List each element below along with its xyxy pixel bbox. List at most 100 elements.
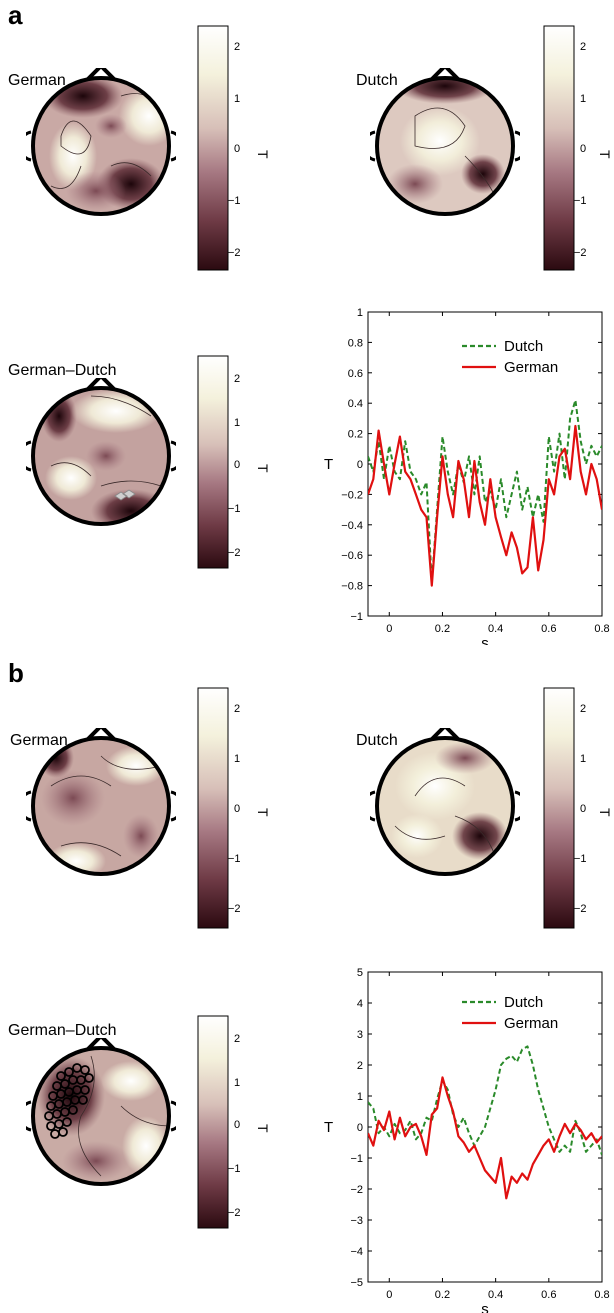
cbar-tick: 2 bbox=[580, 41, 586, 53]
colorbar-a-diff: 2 1 0 −1 −2 T bbox=[197, 355, 271, 569]
y-axis-label: T bbox=[324, 1119, 333, 1136]
nose-icon bbox=[429, 728, 461, 742]
y-tick-label: 0 bbox=[357, 459, 363, 471]
colorbar-b-dutch: 2 1 0 −1 −2 T bbox=[543, 687, 613, 929]
x-tick-label: 0.6 bbox=[541, 623, 556, 635]
x-tick-label: 0 bbox=[386, 1289, 392, 1301]
cbar-tick: −2 bbox=[574, 903, 587, 915]
ear-right-icon bbox=[514, 790, 520, 822]
topo-a-diff-title: German–Dutch bbox=[8, 362, 117, 379]
topo-a-dutch bbox=[370, 68, 520, 216]
topo-a-german-title: German bbox=[8, 72, 66, 89]
y-tick-label: −0.4 bbox=[341, 520, 363, 532]
colorbar-a-dutch: 2 1 0 −1 −2 T bbox=[543, 25, 613, 271]
y-tick-label: −2 bbox=[350, 1184, 363, 1196]
cbar-tick: −1 bbox=[228, 1163, 241, 1175]
cbar-tick: −1 bbox=[574, 195, 587, 207]
x-tick-label: 0.4 bbox=[488, 1289, 503, 1301]
topo-b-german bbox=[26, 728, 176, 876]
cbar-label: T bbox=[255, 1124, 271, 1133]
y-tick-label: 1 bbox=[357, 307, 363, 319]
x-tick-label: 0.2 bbox=[435, 1289, 450, 1301]
y-tick-label: 2 bbox=[357, 1060, 363, 1072]
topo-b-german-title: German bbox=[10, 732, 68, 749]
cbar-tick: 1 bbox=[234, 753, 240, 765]
x-tick-label: 0.8 bbox=[594, 623, 609, 635]
topo-b-dutch bbox=[370, 728, 520, 876]
panel-b-label: b bbox=[8, 658, 24, 688]
cbar-label: T bbox=[255, 808, 271, 817]
cbar-label: T bbox=[255, 150, 271, 159]
cbar-tick: 2 bbox=[234, 703, 240, 715]
cbar-label: T bbox=[255, 464, 271, 473]
y-tick-label: 1 bbox=[357, 1091, 363, 1103]
y-tick-label: −4 bbox=[350, 1246, 363, 1258]
legend-label: Dutch bbox=[504, 994, 543, 1011]
colorbar-b-diff: 2 1 0 −1 −2 T bbox=[197, 1015, 271, 1229]
cbar-tick: 1 bbox=[580, 93, 586, 105]
series-line-dutch bbox=[368, 1045, 602, 1156]
ear-right-icon bbox=[514, 130, 520, 162]
cbar-tick: −1 bbox=[228, 195, 241, 207]
cbar-tick: −2 bbox=[228, 1207, 241, 1219]
cbar-tick: 1 bbox=[234, 1077, 240, 1089]
ear-right-icon bbox=[170, 130, 176, 162]
colorbar-a-german: 2 1 0 −1 −2 T bbox=[197, 25, 271, 271]
topo-a-german bbox=[26, 68, 176, 216]
cbar-tick: 2 bbox=[234, 373, 240, 385]
nose-icon bbox=[85, 1038, 117, 1052]
electrode-cluster-icon bbox=[44, 1063, 94, 1139]
cbar-tick: −2 bbox=[574, 247, 587, 259]
y-tick-label: −0.6 bbox=[341, 550, 363, 562]
ear-left-icon bbox=[370, 790, 376, 822]
cbar-tick: −2 bbox=[228, 903, 241, 915]
y-tick-label: −5 bbox=[350, 1277, 363, 1289]
cbar-tick: −1 bbox=[574, 853, 587, 865]
y-tick-label: −1 bbox=[350, 611, 363, 623]
series-line-dutch bbox=[368, 399, 602, 584]
y-tick-label: 3 bbox=[357, 1029, 363, 1041]
ear-left-icon bbox=[26, 1100, 32, 1132]
y-tick-label: 0.2 bbox=[348, 429, 363, 441]
ear-left-icon bbox=[26, 790, 32, 822]
cbar-tick: 0 bbox=[234, 1119, 240, 1131]
series-line-german bbox=[368, 424, 602, 587]
y-tick-label: −0.2 bbox=[341, 489, 363, 501]
y-tick-label: 0.6 bbox=[348, 368, 363, 380]
cbar-label: T bbox=[597, 150, 613, 159]
topo-b-diff-title: German–Dutch bbox=[8, 1022, 117, 1039]
nose-icon bbox=[85, 68, 117, 82]
y-tick-label: 4 bbox=[357, 998, 363, 1010]
cbar-tick: 0 bbox=[234, 143, 240, 155]
ear-left-icon bbox=[26, 440, 32, 472]
panel-a-label: a bbox=[8, 0, 23, 30]
ear-left-icon bbox=[26, 130, 32, 162]
x-axis-label: s bbox=[481, 1301, 489, 1313]
y-tick-label: 0.4 bbox=[348, 398, 363, 410]
series-line-german bbox=[368, 1076, 602, 1200]
cbar-tick: 0 bbox=[234, 459, 240, 471]
cbar-tick: 1 bbox=[234, 417, 240, 429]
nose-icon bbox=[85, 728, 117, 742]
line-chart-b: 5 4 3 2 1 0 −1 −2 −3 −4 −5 0 0.2 0.4 0.6 0.8 s T Dutch Germ… bbox=[324, 967, 610, 1313]
x-tick-label: 0.6 bbox=[541, 1289, 556, 1301]
nose-icon bbox=[85, 378, 117, 392]
cbar-tick: 2 bbox=[234, 1033, 240, 1045]
y-tick-label: 0.8 bbox=[348, 337, 363, 349]
ear-right-icon bbox=[170, 790, 176, 822]
x-tick-label: 0.8 bbox=[594, 1289, 609, 1301]
cbar-tick: 2 bbox=[234, 41, 240, 53]
topo-a-dutch-title: Dutch bbox=[356, 72, 398, 89]
cbar-tick: 1 bbox=[580, 753, 586, 765]
electrode-cluster-icon bbox=[114, 489, 136, 501]
x-tick-label: 0.4 bbox=[488, 623, 503, 635]
y-tick-label: −3 bbox=[350, 1215, 363, 1227]
x-tick-label: 0.2 bbox=[435, 623, 450, 635]
legend-label: German bbox=[504, 1015, 558, 1032]
topo-b-diff bbox=[26, 1038, 176, 1186]
cbar-tick: −1 bbox=[228, 853, 241, 865]
cbar-tick: 0 bbox=[234, 803, 240, 815]
ear-right-icon bbox=[170, 1100, 176, 1132]
nose-icon bbox=[429, 68, 461, 82]
y-tick-label: 0 bbox=[357, 1122, 363, 1134]
